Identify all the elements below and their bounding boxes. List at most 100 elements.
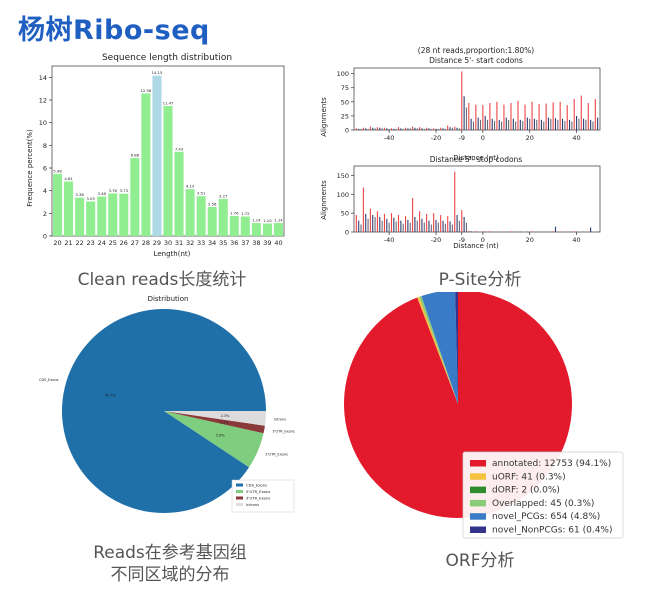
caption-reads-line1: Reads在参考基因组: [93, 543, 247, 563]
x-tick-label: 34: [208, 239, 216, 247]
bar: [130, 158, 140, 236]
bar: [437, 222, 439, 232]
bar: [561, 118, 564, 130]
pie-slice: [164, 411, 264, 468]
x-axis-label: Distance (nt): [453, 154, 499, 162]
bar: [573, 231, 575, 232]
bar: [362, 127, 364, 130]
bar: [592, 121, 594, 130]
page-title: 杨树Ribo-seq: [18, 15, 210, 46]
bar: [554, 118, 557, 130]
legend-entry: uORF: 41 (0.3%): [492, 472, 566, 482]
x-tick-label: 27: [131, 239, 139, 247]
x-tick-label: 38: [252, 239, 260, 247]
legend-entry: annotated: 12753 (94.1%): [492, 459, 611, 469]
bar: [486, 119, 489, 130]
bar: [442, 220, 444, 232]
bar: [550, 118, 552, 130]
bar: [510, 231, 512, 232]
pie-slice: [419, 296, 458, 404]
pie-slice: [417, 296, 458, 404]
bar: [395, 128, 397, 130]
bar: [433, 128, 435, 130]
bar: [355, 215, 357, 232]
bar: [524, 104, 526, 130]
x-tick-label: 32: [186, 239, 194, 247]
bar: [376, 127, 378, 130]
bar: [395, 221, 397, 232]
bar-value-label: 3.27: [219, 193, 228, 198]
bar-value-label: 14.15: [152, 70, 163, 75]
bar: [404, 216, 407, 232]
bar: [174, 151, 184, 236]
bar-value-label: 3.05: [86, 196, 95, 201]
bar: [416, 220, 418, 232]
bar: [372, 215, 374, 232]
bar: [360, 224, 362, 232]
pie-legend: annotated: 12753 (94.1%) uORF: 41 (0.3%) d…: [462, 451, 624, 539]
bar: [529, 118, 531, 130]
x-tick-label: 20: [526, 134, 534, 142]
bar: [379, 216, 381, 232]
bar: [498, 119, 500, 130]
bar: [355, 128, 357, 130]
bar: [587, 102, 589, 130]
legend-entry: CDS_Exons: [246, 483, 267, 488]
y-tick-label: 100: [337, 191, 349, 199]
bar: [594, 99, 596, 130]
bar: [552, 102, 554, 130]
bar: [412, 126, 414, 130]
bar: [365, 213, 367, 232]
bar: [381, 128, 383, 130]
caption-orf: ORF分析: [445, 551, 515, 571]
bar: [229, 216, 239, 236]
bar: [407, 128, 409, 130]
bar: [374, 216, 376, 232]
slice-pct-label: 90.7%: [105, 393, 117, 397]
bar: [423, 128, 425, 130]
x-tick-label: 31: [175, 239, 183, 247]
start-codon-distance-chart: (28 nt reads,proportion:1.80%) Distance …: [320, 46, 601, 162]
bar: [444, 223, 446, 232]
bar: [585, 119, 587, 130]
y-tick-label: 150: [337, 172, 349, 180]
bar: [404, 127, 407, 130]
bar: [393, 128, 395, 130]
bar: [386, 218, 388, 232]
bar: [119, 193, 129, 236]
bar: [454, 126, 456, 130]
plot-frame: [353, 67, 601, 131]
bar: [522, 120, 524, 130]
bar: [97, 196, 107, 236]
bar: [526, 117, 528, 130]
bar: [543, 121, 545, 130]
bar: [421, 128, 423, 130]
bar: [564, 120, 566, 130]
bar: [428, 128, 430, 130]
x-tick-label: 22: [75, 239, 83, 247]
bar: [503, 104, 505, 130]
bar: [557, 119, 559, 130]
bar: [538, 104, 540, 130]
bar: [578, 118, 580, 130]
bar: [433, 213, 435, 232]
x-tick-label: 20: [526, 236, 534, 244]
legend-swatch: [236, 496, 243, 500]
chart-title: Distance 5'- stop codons: [430, 155, 522, 164]
legend-entry: 3'UTR_Exons: [246, 496, 270, 501]
bar: [461, 210, 463, 232]
caption-psite: P-Site分析: [438, 270, 522, 290]
y-tick-label: 12: [39, 97, 47, 105]
chart-suptitle: (28 nt reads,proportion:1.80%): [418, 46, 535, 55]
legend-swatch: [236, 483, 243, 487]
bar: [540, 119, 542, 130]
bar: [447, 125, 449, 130]
bar: [536, 119, 538, 130]
y-tick-label: 14: [39, 74, 47, 82]
y-axis-label: Frequence percent(%): [26, 129, 34, 207]
bar: [482, 105, 484, 130]
pie-slice: [164, 411, 266, 426]
x-tick-label: 40: [572, 236, 580, 244]
bar: [533, 118, 535, 130]
bar-value-label: 1.72: [241, 211, 250, 216]
